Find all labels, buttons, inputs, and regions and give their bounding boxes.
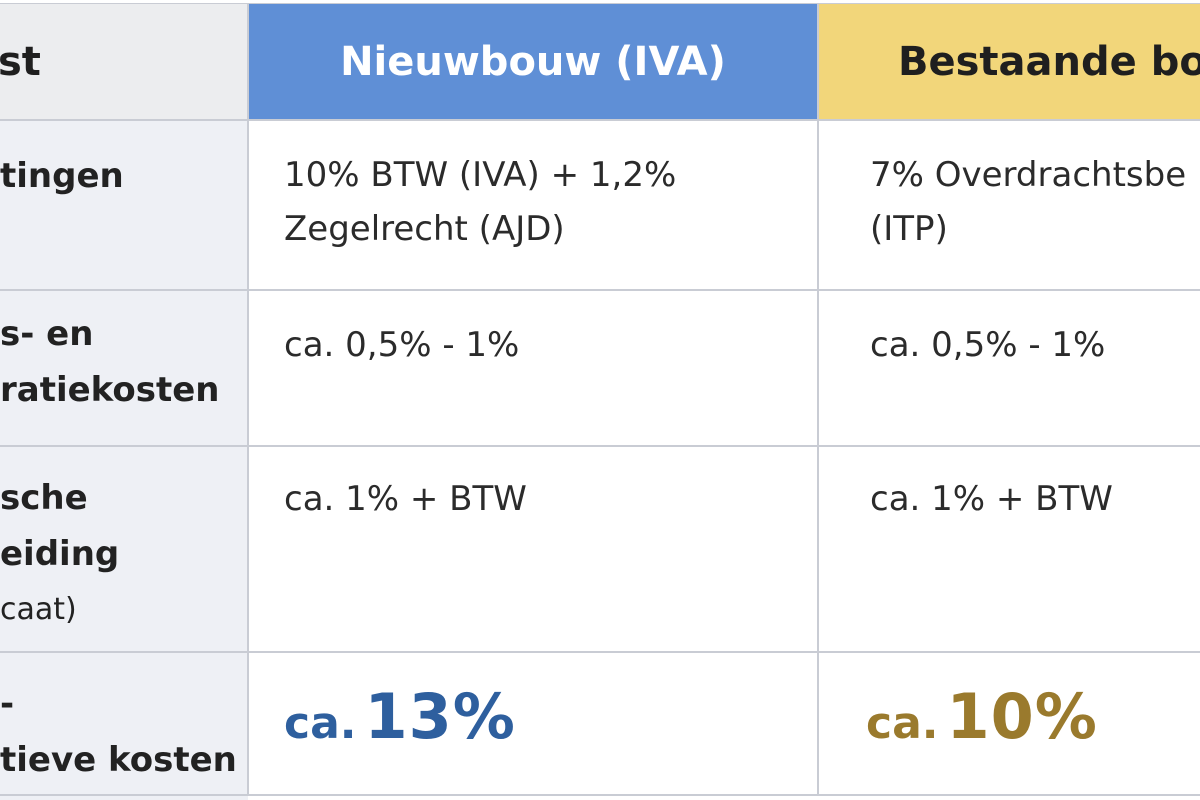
total-old-value: 10% (946, 680, 1098, 753)
row-value-old-taxes: 7% Overdrachtsbe (ITP) (818, 120, 1200, 290)
row-value-new-notary: ca. 0,5% - 1% (248, 290, 818, 446)
row-label-line: - (0, 684, 15, 724)
total-new-build: ca. 13% (248, 652, 818, 800)
row-label-line: caat) (0, 592, 77, 627)
grid-line (817, 4, 819, 796)
grid-line (0, 119, 1200, 121)
value-line: (ITP) (870, 209, 948, 249)
value-line: ca. 0,5% - 1% (284, 325, 520, 365)
total-new-value: 13% (364, 680, 516, 753)
value-line: ca. 1% + BTW (284, 479, 527, 519)
row-label-total: - tieve kosten (0, 652, 248, 800)
row-label-line: sche (0, 478, 88, 518)
header-label-text: st (0, 39, 41, 85)
row-label-line: tieve kosten (0, 740, 237, 780)
row-label-line: ratiekosten (0, 370, 220, 410)
row-label-legal: sche eiding caat) (0, 446, 248, 652)
value-line: 7% Overdrachtsbe (870, 155, 1187, 195)
row-label-taxes: tingen (0, 120, 248, 290)
row-value-old-notary: ca. 0,5% - 1% (818, 290, 1200, 446)
value-line: Zegelrecht (AJD) (284, 209, 565, 249)
value-line: ca. 0,5% - 1% (870, 325, 1106, 365)
grid-line (0, 3, 1200, 4)
header-label-cell: st (0, 4, 248, 120)
grid-line (0, 794, 1200, 796)
header-existing-build-text: Bestaande bou (898, 39, 1200, 85)
row-value-new-legal: ca. 1% + BTW (248, 446, 818, 652)
row-label-line: tingen (0, 156, 124, 196)
header-new-build-text: Nieuwbouw (IVA) (340, 39, 726, 85)
value-line: ca. 1% + BTW (870, 479, 1113, 519)
row-label-line: s- en (0, 314, 94, 354)
value-line: 10% BTW (IVA) + 1,2% (284, 155, 677, 195)
header-new-build: Nieuwbouw (IVA) (248, 4, 818, 120)
total-old-prefix: ca. (866, 698, 939, 749)
total-new-prefix: ca. (284, 698, 357, 749)
grid-line (0, 651, 1200, 653)
row-value-old-legal: ca. 1% + BTW (818, 446, 1200, 652)
header-existing-build: Bestaande bou (818, 4, 1200, 120)
total-existing-build: ca. 10% (818, 652, 1200, 800)
grid-line (0, 445, 1200, 447)
grid-line (0, 289, 1200, 291)
row-label-notary: s- en ratiekosten (0, 290, 248, 446)
row-value-new-taxes: 10% BTW (IVA) + 1,2% Zegelrecht (AJD) (248, 120, 818, 290)
row-label-line: eiding (0, 534, 120, 574)
grid-line (247, 4, 249, 796)
